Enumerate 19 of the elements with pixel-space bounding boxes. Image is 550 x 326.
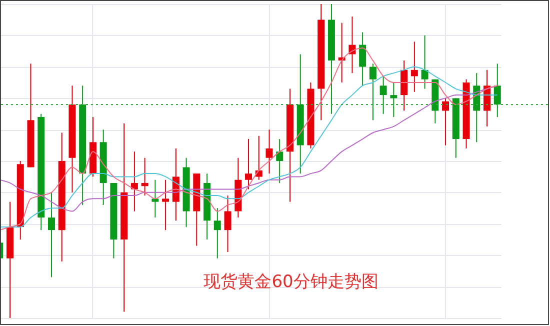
annotation: 现货黄金60分钟走势图: [204, 272, 378, 292]
candlestick: [369, 63, 376, 121]
candlestick: [276, 138, 284, 184]
candlestick: [390, 82, 398, 118]
candlestick: [152, 179, 159, 218]
candlestick: [359, 32, 366, 86]
candlestick: [410, 41, 418, 92]
candlestick: [162, 179, 170, 231]
candlestick: [442, 98, 450, 146]
candlestick: [380, 76, 387, 114]
candlestick: [224, 195, 232, 253]
candlestick: [141, 157, 148, 196]
candlestick: [266, 129, 273, 174]
candlestick: [494, 63, 501, 118]
candlestick: [214, 208, 221, 259]
candlestick: [421, 34, 428, 90]
candlestick: [245, 138, 252, 190]
candlestick: [48, 192, 55, 278]
candlestick: [130, 151, 138, 212]
